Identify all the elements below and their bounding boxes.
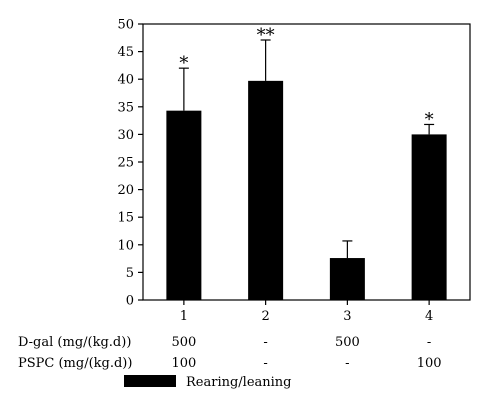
legend-label: Rearing/leaning: [186, 375, 292, 390]
y-tick-label: 50: [117, 18, 134, 33]
bar: [248, 80, 284, 300]
treatment-value: 100: [417, 356, 442, 371]
y-tick-label: 40: [117, 73, 134, 88]
y-tick-label: 35: [117, 100, 134, 115]
bar: [166, 110, 202, 300]
x-axis: 1 2 3 4: [180, 300, 433, 324]
x-tick-label: 2: [261, 309, 269, 324]
bar: [411, 134, 447, 300]
treatment-value: 500: [171, 335, 196, 350]
y-axis: 0 5 10 15 20 25 30 35 40 45 50: [117, 18, 143, 309]
significance-marker: *: [425, 109, 434, 130]
treatment-value: -: [345, 356, 349, 371]
treatment-value: -: [263, 356, 267, 371]
treatment-value: 500: [335, 335, 360, 350]
y-tick-label: 0: [126, 294, 134, 309]
y-tick-label: 25: [117, 156, 134, 171]
treatment-value: 100: [171, 356, 196, 371]
treatment-row-label: D-gal (mg/(kg.d)): [18, 335, 131, 350]
y-tick-label: 30: [117, 128, 134, 143]
significance-markers: ****: [179, 25, 433, 130]
treatment-value: -: [263, 335, 267, 350]
y-tick-label: 10: [117, 238, 134, 253]
y-tick-label: 15: [117, 211, 134, 226]
legend-swatch: [124, 375, 176, 387]
bars: [166, 80, 447, 300]
legend: Rearing/leaning: [124, 375, 292, 390]
error-bars: [178, 39, 435, 259]
x-tick-label: 3: [343, 309, 351, 324]
significance-marker: *: [179, 53, 188, 74]
significance-marker: **: [257, 25, 275, 46]
bar: [329, 258, 365, 300]
x-tick-label: 4: [425, 309, 433, 324]
x-tick-label: 1: [180, 309, 188, 324]
treatment-value: -: [427, 335, 431, 350]
y-tick-label: 5: [126, 266, 134, 281]
y-tick-label: 20: [117, 183, 134, 198]
treatment-row-label: PSPC (mg/(kg.d)): [18, 356, 132, 371]
treatment-table: D-gal (mg/(kg.d)) 500 - 500 - PSPC (mg/(kg.d)…: [18, 335, 442, 371]
y-tick-label: 45: [117, 45, 134, 60]
